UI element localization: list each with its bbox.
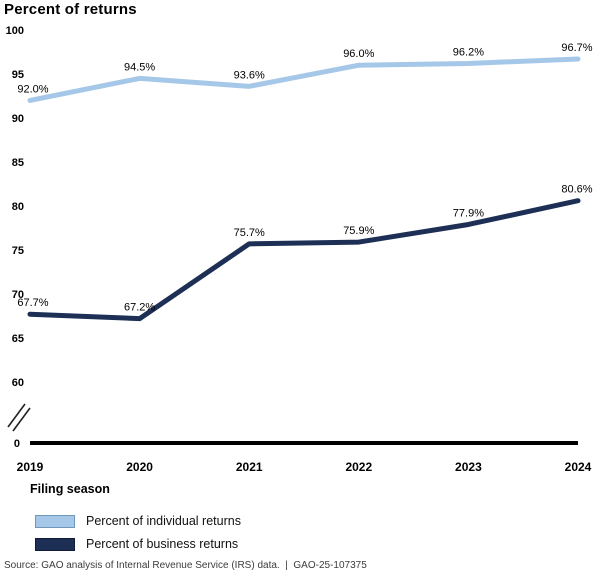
legend-item-business: Percent of business returns [35,537,241,551]
data-point-label: 75.9% [343,225,374,237]
y-tick-label: 90 [12,113,24,125]
y-tick-label: 100 [6,25,24,37]
x-tick-label: 2021 [236,460,263,474]
y-tick-label: 70 [12,289,24,301]
legend-swatch-business [35,537,75,551]
axis-break-mark [7,403,26,428]
y-tick-label: 75 [12,245,24,257]
x-tick-label: 2023 [455,460,482,474]
data-point-label: 67.7% [17,297,48,309]
data-point-label: 77.9% [453,207,484,219]
y-tick-label: 65 [12,333,24,345]
source-note: Source: GAO analysis of Internal Revenue… [4,560,367,571]
axis-break-mark [12,407,31,432]
chart-title: Percent of returns [4,1,137,18]
line-chart: 100 95 90 85 80 75 70 65 60 0 2019 2020 2021 2022 2023… [6,25,593,496]
x-tick-label: 2019 [17,460,44,474]
y-tick-label: 80 [12,201,24,213]
data-point-label: 92.0% [17,83,48,95]
y-tick-label: 95 [12,69,24,81]
x-tick-label: 2020 [126,460,153,474]
data-point-label: 96.0% [343,48,374,60]
data-point-label: 96.2% [453,46,484,58]
data-point-label: 75.7% [234,227,265,239]
data-point-label: 80.6% [561,184,592,196]
legend-label-individual: Percent of individual returns [86,514,241,528]
x-tick-label: 2022 [345,460,372,474]
data-point-label: 96.7% [561,42,592,54]
y-tick-label: 60 [12,377,24,389]
series-line-individual [27,56,581,103]
y-zero-label: 0 [14,438,20,450]
legend-swatch-individual [35,514,75,528]
x-axis-title: Filing season [30,482,110,496]
legend-label-business: Percent of business returns [86,537,239,551]
series-line-business [27,198,581,322]
data-point-label: 67.2% [124,302,155,314]
x-tick-label: 2024 [565,460,592,474]
legend: Percent of individual returns Percent of… [35,514,241,551]
y-tick-label: 85 [12,157,24,169]
legend-item-individual: Percent of individual returns [35,514,241,528]
data-point-label: 94.5% [124,61,155,73]
data-point-label: 93.6% [234,69,265,81]
